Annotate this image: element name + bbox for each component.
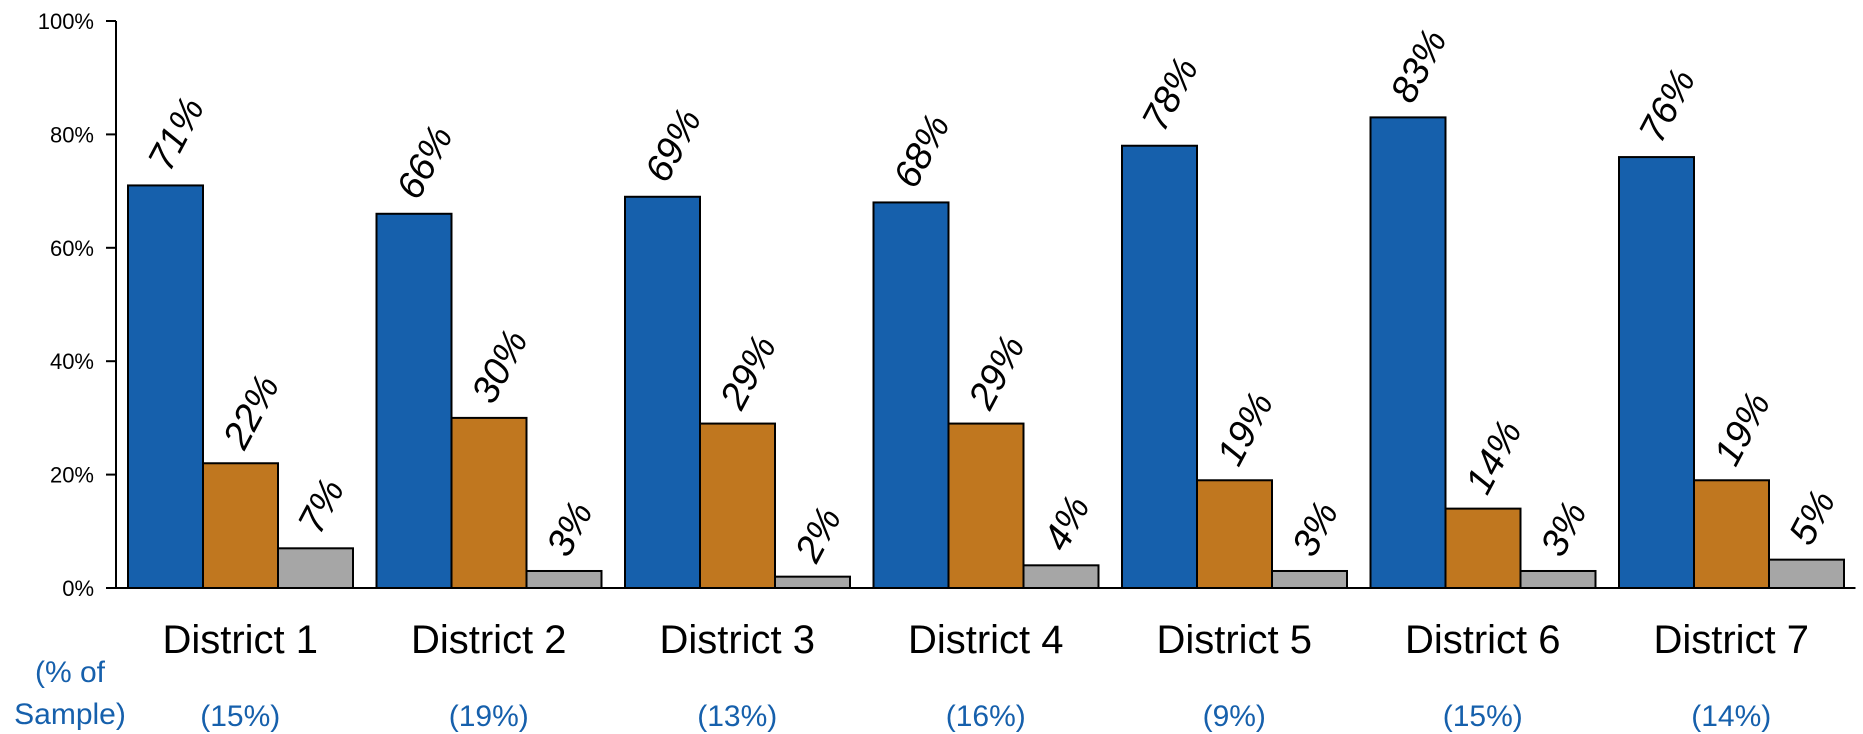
bars xyxy=(127,116,1845,590)
sample-row: (% of Sample) (15%) (19%) (13%) (16%) (9%) (1… xyxy=(14,656,1771,733)
data-label: 66% xyxy=(389,119,462,206)
data-label: 3% xyxy=(1284,495,1347,563)
sample-value: (15%) xyxy=(1443,700,1523,733)
data-label: 7% xyxy=(290,472,353,540)
bar xyxy=(1444,507,1522,589)
data-label: 3% xyxy=(1533,495,1596,563)
bar xyxy=(624,195,701,590)
bar xyxy=(947,422,1025,589)
y-tick-label: 40% xyxy=(50,349,94,374)
bar xyxy=(1369,116,1447,589)
category-label: District 7 xyxy=(1653,618,1809,662)
category-label: District 4 xyxy=(908,618,1064,662)
category-label: District 1 xyxy=(162,618,318,662)
y-tick-label: 0% xyxy=(62,576,94,601)
data-label: 29% xyxy=(712,329,785,417)
bar xyxy=(450,416,528,589)
sample-value: (15%) xyxy=(200,700,280,733)
bar xyxy=(1768,558,1845,590)
sample-value: (14%) xyxy=(1691,700,1771,733)
category-label: District 2 xyxy=(411,618,567,662)
category-label: District 3 xyxy=(659,618,815,662)
data-label: 4% xyxy=(1036,489,1099,557)
bar xyxy=(525,569,603,589)
bar xyxy=(1196,479,1273,589)
data-label: 68% xyxy=(886,108,959,195)
sample-value: (16%) xyxy=(946,700,1026,733)
bar xyxy=(1121,144,1198,590)
bar xyxy=(872,201,950,589)
sample-value: (19%) xyxy=(449,700,529,733)
y-tick-label: 60% xyxy=(50,236,94,261)
sample-header-line1: (% of xyxy=(35,656,106,689)
data-label: 19% xyxy=(1209,386,1282,473)
bar xyxy=(1271,569,1348,589)
data-label: 29% xyxy=(960,329,1033,417)
bar xyxy=(127,184,204,589)
data-label: 5% xyxy=(1781,484,1844,552)
bar xyxy=(1022,564,1100,590)
sample-value: (9%) xyxy=(1203,700,1266,733)
bar xyxy=(202,462,279,590)
bar xyxy=(375,212,453,589)
data-label: 76% xyxy=(1631,62,1704,149)
data-label: 83% xyxy=(1383,23,1456,110)
data-label: 14% xyxy=(1458,414,1531,501)
y-tick-label: 80% xyxy=(50,122,94,147)
bar xyxy=(1618,156,1695,590)
data-label: 19% xyxy=(1706,386,1779,473)
bar xyxy=(774,575,851,589)
data-label: 2% xyxy=(787,501,850,570)
data-label: 71% xyxy=(140,91,213,178)
y-tick-label: 100% xyxy=(38,9,94,34)
data-label: 69% xyxy=(637,102,710,189)
sample-value: (13%) xyxy=(697,700,777,733)
data-label: 78% xyxy=(1134,51,1207,138)
category-labels: District 1 District 2 District 3 District 4… xyxy=(162,618,1809,662)
bar xyxy=(699,422,776,589)
data-label: 22% xyxy=(215,369,288,457)
bar xyxy=(277,547,354,589)
sample-header-line2: Sample) xyxy=(14,698,126,731)
bar xyxy=(1519,569,1597,589)
y-tick-label: 20% xyxy=(50,463,94,488)
bar xyxy=(1693,479,1770,589)
data-label: 3% xyxy=(539,495,602,563)
data-label: 30% xyxy=(464,323,537,410)
category-label: District 6 xyxy=(1405,618,1561,662)
category-label: District 5 xyxy=(1156,618,1312,662)
